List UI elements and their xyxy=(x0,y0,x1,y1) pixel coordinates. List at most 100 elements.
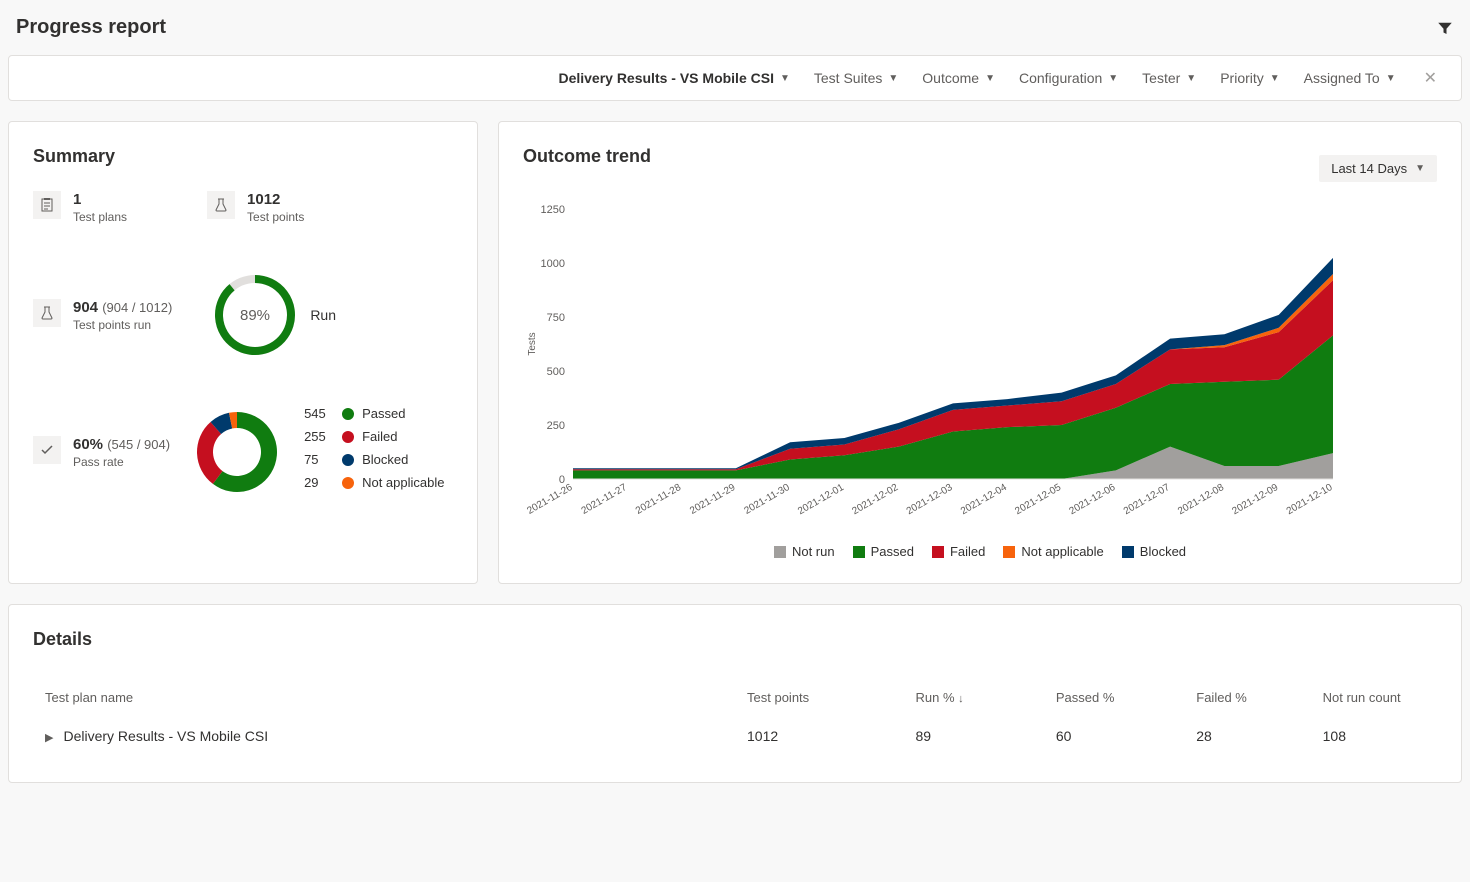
legend-count: 255 xyxy=(304,429,334,444)
filter-plan-dropdown[interactable]: Delivery Results - VS Mobile CSI ▼ xyxy=(558,70,789,86)
cell-failed-pct: 28 xyxy=(1184,714,1310,759)
summary-title: Summary xyxy=(33,146,453,167)
date-range-dropdown[interactable]: Last 14 Days ▼ xyxy=(1319,155,1437,182)
column-header[interactable]: Test points xyxy=(735,682,903,714)
stat-value: 904 (904 / 1012) xyxy=(73,299,172,316)
stat-pass-rate: 60% (545 / 904) Pass rate xyxy=(33,436,170,469)
outcome-trend-card: Outcome trend Last 14 Days ▼ 02505007501… xyxy=(498,121,1462,584)
column-header[interactable]: Not run count xyxy=(1311,682,1437,714)
cell-run-pct: 89 xyxy=(903,714,1043,759)
svg-text:2021-12-08: 2021-12-08 xyxy=(1176,482,1226,517)
legend-swatch xyxy=(342,454,354,466)
beaker-icon xyxy=(33,299,61,327)
svg-text:500: 500 xyxy=(547,366,565,378)
svg-text:2021-11-28: 2021-11-28 xyxy=(634,482,684,517)
chevron-down-icon: ▼ xyxy=(1186,73,1196,84)
chevron-down-icon: ▼ xyxy=(1270,73,1280,84)
beaker-icon xyxy=(207,191,235,219)
run-count: 904 xyxy=(73,299,98,316)
legend-count: 545 xyxy=(304,406,334,421)
chevron-down-icon: ▼ xyxy=(985,73,995,84)
legend-label: Not run xyxy=(792,544,835,559)
svg-text:2021-11-29: 2021-11-29 xyxy=(688,482,738,517)
legend-label: Blocked xyxy=(1140,544,1186,559)
svg-text:2021-11-26: 2021-11-26 xyxy=(525,482,575,517)
svg-text:1000: 1000 xyxy=(541,258,565,270)
range-label: Last 14 Days xyxy=(1331,161,1407,176)
legend-label: Not applicable xyxy=(362,475,444,490)
chevron-right-icon[interactable]: ▶ xyxy=(45,731,53,744)
svg-text:1250: 1250 xyxy=(541,204,565,216)
svg-text:Tests: Tests xyxy=(527,332,538,355)
column-header[interactable]: Failed % xyxy=(1184,682,1310,714)
filter-icon[interactable] xyxy=(1436,19,1454,37)
svg-text:2021-11-30: 2021-11-30 xyxy=(742,482,792,517)
legend-item: 545 Passed xyxy=(304,406,444,421)
legend-label: Failed xyxy=(362,429,397,444)
legend-item[interactable]: Not run xyxy=(774,544,835,559)
trend-legend: Not run Passed Failed Not applicable Blo… xyxy=(523,544,1437,559)
run-fraction: (904 / 1012) xyxy=(102,300,172,315)
filter-test-suites[interactable]: Test Suites▼ xyxy=(814,70,898,86)
filter-tester[interactable]: Tester▼ xyxy=(1142,70,1196,86)
svg-text:2021-12-01: 2021-12-01 xyxy=(796,482,846,517)
donut-legend: 545 Passed 255 Failed 75 Blocked 29 Not … xyxy=(304,406,444,498)
filter-priority[interactable]: Priority▼ xyxy=(1220,70,1279,86)
filter-label: Configuration xyxy=(1019,70,1102,86)
legend-swatch xyxy=(342,408,354,420)
svg-text:250: 250 xyxy=(547,420,565,432)
details-card: Details Test plan nameTest pointsRun % ↓… xyxy=(8,604,1462,783)
chevron-down-icon: ▼ xyxy=(1415,163,1425,174)
svg-text:750: 750 xyxy=(547,312,565,324)
cell-test-points: 1012 xyxy=(735,714,903,759)
column-header[interactable]: Run % ↓ xyxy=(903,682,1043,714)
legend-label: Not applicable xyxy=(1021,544,1103,559)
column-header[interactable]: Test plan name xyxy=(33,682,735,714)
filter-assigned-to[interactable]: Assigned To▼ xyxy=(1304,70,1396,86)
legend-swatch xyxy=(853,546,865,558)
check-icon xyxy=(33,436,61,464)
svg-text:89%: 89% xyxy=(240,307,270,324)
details-title: Details xyxy=(33,629,1437,650)
filter-configuration[interactable]: Configuration ▼ xyxy=(1019,70,1118,86)
stat-test-plans: 1 Test plans xyxy=(33,191,127,224)
legend-label: Failed xyxy=(950,544,985,559)
legend-label: Passed xyxy=(871,544,914,559)
stat-label: Test points run xyxy=(73,318,172,332)
stat-label: Pass rate xyxy=(73,455,170,469)
run-progress-ring: 89% Run xyxy=(212,272,336,358)
legend-count: 75 xyxy=(304,452,334,467)
legend-swatch xyxy=(342,431,354,443)
summary-card: Summary 1 Test plans 1012 xyxy=(8,121,478,584)
plan-name: Delivery Results - VS Mobile CSI xyxy=(63,728,268,744)
chevron-down-icon: ▼ xyxy=(780,73,790,84)
legend-swatch xyxy=(774,546,786,558)
legend-item[interactable]: Not applicable xyxy=(1003,544,1103,559)
svg-text:2021-12-10: 2021-12-10 xyxy=(1285,482,1335,517)
stat-value: 1 xyxy=(73,191,127,208)
filter-plan-label: Delivery Results - VS Mobile CSI xyxy=(558,70,774,86)
svg-text:2021-12-07: 2021-12-07 xyxy=(1122,482,1172,517)
cell-passed-pct: 60 xyxy=(1044,714,1184,759)
stat-value: 60% (545 / 904) xyxy=(73,436,170,453)
chevron-down-icon: ▼ xyxy=(1386,73,1396,84)
chevron-down-icon: ▼ xyxy=(1108,73,1118,84)
filter-label: Outcome xyxy=(922,70,979,86)
close-icon[interactable]: ✕ xyxy=(1420,68,1441,88)
chevron-down-icon: ▼ xyxy=(888,73,898,84)
details-table: Test plan nameTest pointsRun % ↓Passed %… xyxy=(33,682,1437,758)
clipboard-icon xyxy=(33,191,61,219)
outcome-trend-chart: 025050075010001250Tests2021-11-262021-11… xyxy=(523,199,1343,529)
legend-item[interactable]: Failed xyxy=(932,544,985,559)
stat-test-points-run: 904 (904 / 1012) Test points run xyxy=(33,299,172,332)
legend-item[interactable]: Blocked xyxy=(1122,544,1186,559)
svg-text:2021-12-03: 2021-12-03 xyxy=(905,482,955,517)
filter-outcome[interactable]: Outcome ▼ xyxy=(922,70,995,86)
legend-item[interactable]: Passed xyxy=(853,544,914,559)
svg-text:2021-11-27: 2021-11-27 xyxy=(580,482,630,517)
table-row[interactable]: ▶ Delivery Results - VS Mobile CSI 1012 8… xyxy=(33,714,1437,759)
legend-count: 29 xyxy=(304,475,334,490)
stat-label: Test points xyxy=(247,210,304,224)
column-header[interactable]: Passed % xyxy=(1044,682,1184,714)
svg-text:2021-12-04: 2021-12-04 xyxy=(959,482,1009,517)
